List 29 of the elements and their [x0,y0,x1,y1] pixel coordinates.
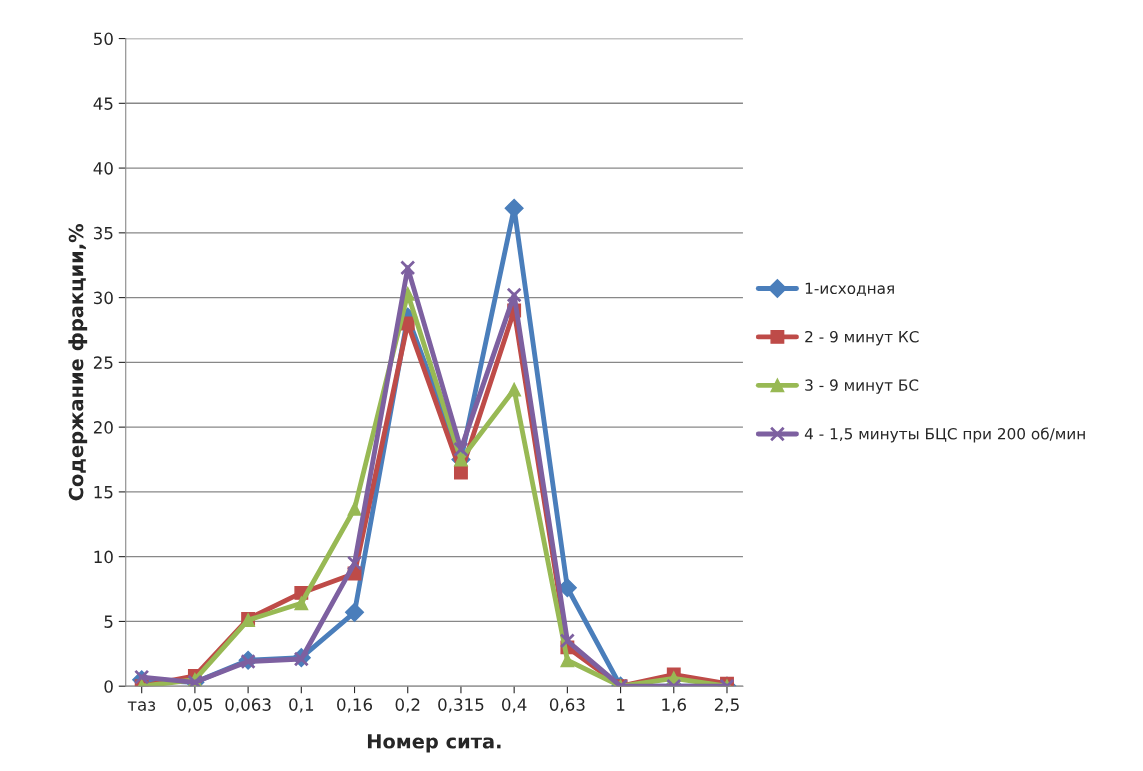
y-tick-label: 40 [93,162,113,175]
y-tick-label: 5 [104,615,113,628]
x-tick-label: 0,315 [438,698,484,713]
x-tick-label: 0,63 [549,698,585,713]
y-tick-label: 20 [93,421,113,434]
legend-label: 1-исходная [805,282,894,296]
x-axis-title: Номер сита. [367,734,501,753]
y-tick-label: 10 [94,550,113,564]
legend-label: 4 - 1,5 минуты БЦС при 200 об/мин [804,427,1085,443]
x-tick-label: 0,1 [289,698,314,713]
x-tick-label: 0,2 [395,698,420,713]
y-tick-label: 45 [93,97,113,110]
x-tick-label: 2,5 [714,698,739,713]
y-axis-title: Содержание фракции,% [68,224,88,501]
x-tick-label: 0,4 [502,698,527,713]
x-tick-label: 0,05 [177,698,212,713]
x-tick-label: таз [127,701,156,711]
y-tick-label: 30 [93,291,113,305]
y-tick-label: 25 [93,356,113,369]
y-tick-label: 15 [94,486,113,499]
y-tick-label: 50 [94,32,113,46]
x-tick-label: 0,063 [225,698,271,713]
y-tick-label: 0 [104,680,113,693]
x-tick-label: 1 [617,698,625,711]
legend-label: 3 - 9 минут БС [805,379,919,394]
x-tick-label: 0,16 [337,698,373,713]
legend-label: 2 - 9 минут КС [805,330,919,346]
y-tick-label: 35 [93,226,113,240]
x-tick-label: 1,6 [662,698,686,713]
